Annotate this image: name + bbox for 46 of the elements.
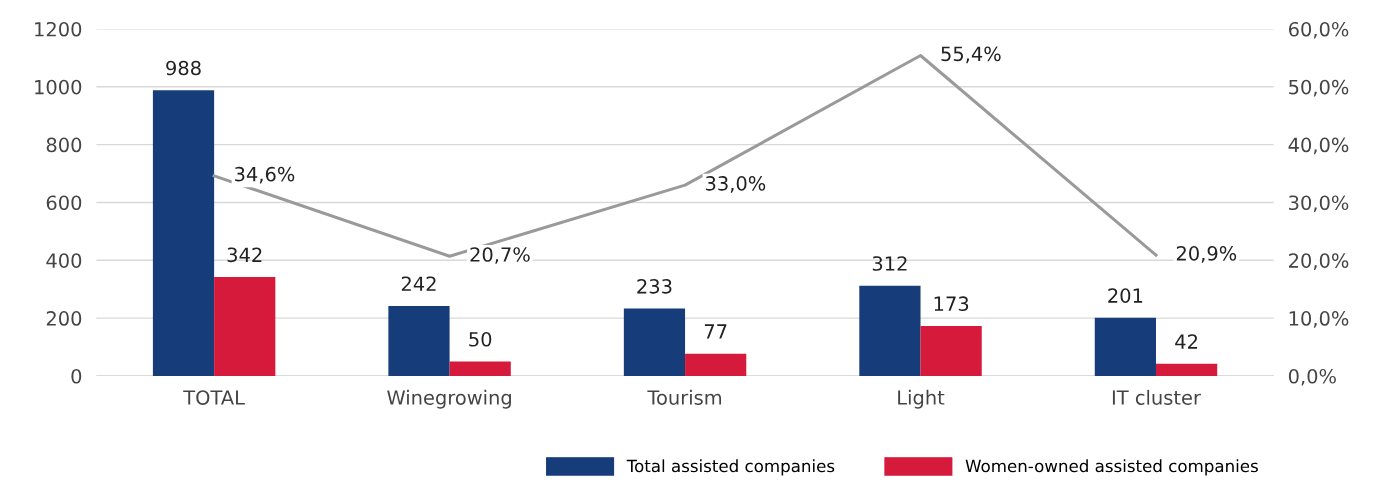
x-tick-label: TOTAL (183, 390, 245, 405)
bar (214, 277, 276, 376)
y2-tick-label: 50,0% (1289, 79, 1349, 97)
x-tick-label: Winegrowing (387, 389, 511, 409)
bar (1155, 363, 1218, 376)
y2-tick-label: 10,0% (1289, 311, 1349, 328)
y2-tick-label: 20,0% (1289, 253, 1349, 270)
bar (1094, 317, 1156, 376)
data-label: 50 (469, 331, 492, 347)
x-tick-label: IT cluster (1112, 389, 1201, 405)
data-label: 312 (872, 256, 907, 271)
y-tick-label: 800 (46, 137, 82, 153)
y-tick-label: 600 (46, 195, 82, 211)
y-tick-label: 400 (46, 253, 82, 268)
bar (449, 361, 511, 376)
data-label: 173 (934, 296, 969, 312)
data-label: 342 (227, 247, 262, 263)
data-label: 77 (704, 324, 727, 339)
bar (685, 353, 747, 376)
y-tick-label: 1200 (35, 21, 82, 37)
legend-label: Women-owned assisted companies (965, 459, 1258, 476)
y-tick-label: 200 (46, 311, 82, 326)
data-label: 242 (401, 276, 436, 291)
data-label: 20,9% (1176, 246, 1237, 263)
y-tick-label: 0 (71, 368, 82, 384)
bar (388, 305, 450, 376)
y2-tick-label: 40,0% (1288, 137, 1349, 155)
data-label: 42 (1175, 334, 1198, 349)
y-tick-label: 1000 (35, 79, 82, 95)
data-label: 20,7% (470, 247, 530, 264)
y2-tick-label: 60,0% (1288, 21, 1349, 39)
bar (152, 90, 215, 376)
bar (623, 308, 686, 376)
legend-label: Total assisted companies (626, 459, 835, 476)
x-tick-label: Light (898, 389, 945, 409)
data-label: 233 (637, 278, 672, 294)
x-tick-label: Tourism (647, 389, 722, 405)
data-label: 201 (1108, 288, 1143, 303)
y2-tick-label: 0,0% (1288, 368, 1336, 386)
bar (859, 285, 921, 376)
bar (920, 325, 982, 376)
y2-tick-label: 30,0% (1289, 195, 1349, 213)
data-label: 33,0% (705, 176, 766, 193)
data-label: 34,6% (235, 166, 295, 184)
data-label: 988 (166, 60, 201, 76)
data-label: 55,4% (941, 46, 1001, 64)
